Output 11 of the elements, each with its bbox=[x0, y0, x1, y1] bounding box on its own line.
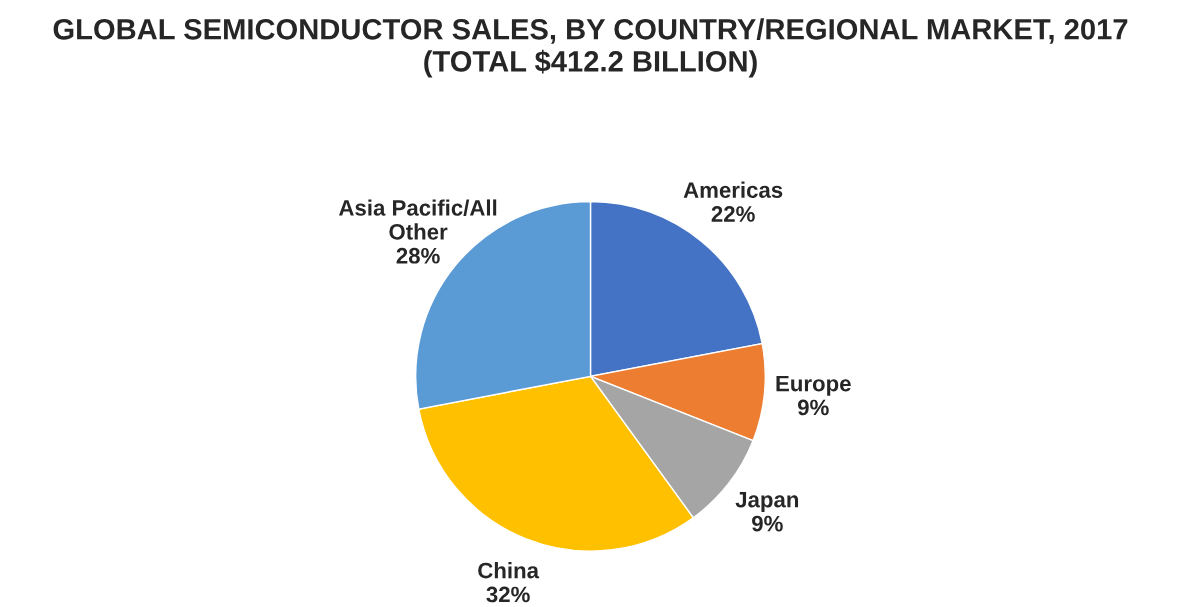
data-label: 9% bbox=[752, 515, 783, 532]
slice-label: Asia Pacific/All Other bbox=[338, 199, 497, 240]
slice-label: Japan bbox=[735, 491, 799, 512]
slice-label: China bbox=[478, 562, 540, 579]
data-label: 22% bbox=[711, 206, 755, 222]
data-label: 32% bbox=[486, 586, 530, 603]
slice-label: Americas bbox=[683, 181, 783, 198]
data-label: 9% bbox=[797, 399, 829, 416]
chart-title: GLOBAL SEMICONDUCTOR SALES, BY COUNTRY/REGIONAL MARKET, 2017 (TOTAL $412.2 BILLION) bbox=[53, 18, 1128, 78]
data-label: 28% bbox=[396, 247, 440, 264]
slice-label: Europe bbox=[776, 375, 851, 396]
